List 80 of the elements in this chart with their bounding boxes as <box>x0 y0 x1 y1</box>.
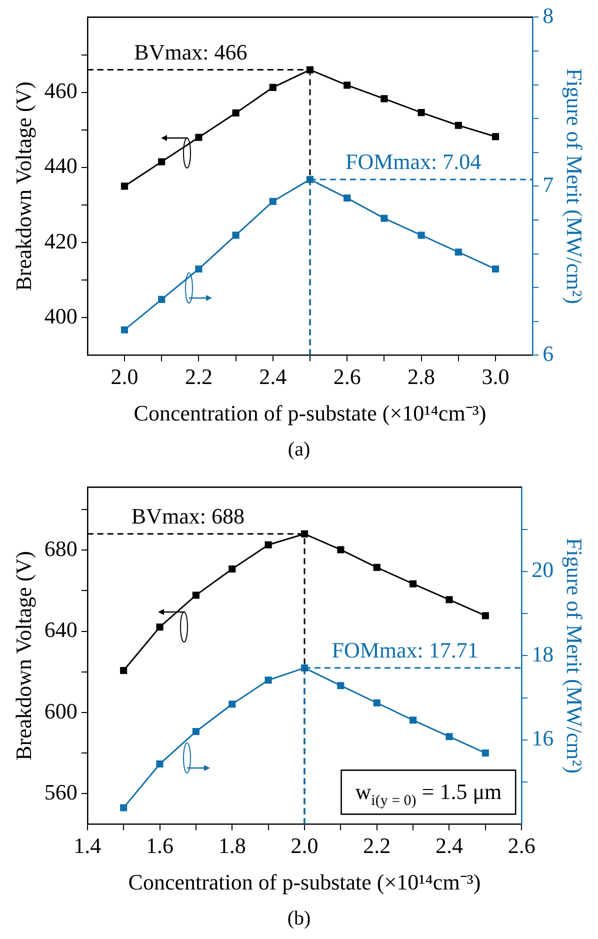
text: (a) <box>288 438 310 460</box>
point <box>373 699 380 706</box>
point <box>454 248 462 256</box>
x-axis-title: Concentration of p-substate (×10¹⁴cm⁻³) <box>134 400 486 426</box>
x-tick-label: 1.8 <box>218 833 246 858</box>
point <box>300 530 308 538</box>
point <box>192 728 200 736</box>
y-tick-label: 680 <box>44 536 78 561</box>
y2-axis-title: Figure of Merit (MW/cm²) <box>562 68 588 304</box>
y-tick-label: 600 <box>44 698 78 724</box>
point <box>380 214 388 222</box>
y2-tick-label: 8 <box>542 2 554 28</box>
y2-tick-label: 6 <box>542 340 554 366</box>
point <box>454 122 462 129</box>
x-tick-label: 2.6 <box>333 364 361 390</box>
y-tick-label: 420 <box>44 228 78 254</box>
point <box>195 134 202 141</box>
y-axis-title: Breakdown Voltage (V) <box>10 82 36 291</box>
point <box>158 296 166 303</box>
y2-tick-label: 7 <box>542 172 554 197</box>
y2-axis-title: Figure of Merit (MW/cm²) <box>562 538 588 774</box>
point <box>269 84 276 91</box>
point <box>120 804 128 812</box>
point <box>120 326 128 334</box>
y-tick-label: 440 <box>44 153 78 178</box>
point <box>418 232 425 239</box>
x-tick-label: 2.0 <box>290 833 318 858</box>
point <box>228 700 236 708</box>
point <box>482 612 489 620</box>
point <box>373 564 380 571</box>
point <box>228 565 236 573</box>
point <box>446 733 453 740</box>
y-tick-label: 460 <box>44 78 78 104</box>
y2-tick-label: 16 <box>532 726 554 751</box>
point <box>120 666 128 674</box>
x-tick-label: 3.0 <box>482 364 510 390</box>
y-tick-label: 640 <box>44 617 78 642</box>
point <box>337 682 344 690</box>
x-tick-label: 1.4 <box>74 833 102 858</box>
point <box>156 624 164 631</box>
y2-tick-label: 18 <box>532 641 554 666</box>
point <box>344 194 351 202</box>
point <box>264 676 272 684</box>
point <box>192 592 200 599</box>
point <box>410 580 417 588</box>
point <box>410 716 417 724</box>
point <box>232 109 240 116</box>
x-axis-title: Concentration of p-substate (×10¹⁴cm⁻³) <box>128 870 481 895</box>
x-tick-label: 2.2 <box>363 833 391 858</box>
point <box>337 546 344 554</box>
x-tick-label: 2.4 <box>259 364 287 390</box>
point <box>264 541 272 548</box>
point <box>269 198 276 205</box>
x-tick-label: 2.2 <box>184 364 212 390</box>
point <box>195 265 202 273</box>
point <box>344 82 351 89</box>
x-tick-label: 1.6 <box>146 833 174 858</box>
y-tick-label: 400 <box>44 303 78 328</box>
x-tick-label: 2.0 <box>110 364 138 390</box>
point <box>492 265 500 273</box>
y-axis-title: Breakdown Voltage (V) <box>10 551 36 760</box>
y2-tick-label: 20 <box>532 557 554 582</box>
point <box>232 232 240 239</box>
point <box>156 760 164 768</box>
ref-line-label: BVmax: 466 <box>134 40 248 65</box>
ref-line-label: FOMmax: 17.71 <box>332 638 478 663</box>
point <box>158 158 166 166</box>
text: (b) <box>287 907 311 930</box>
x-tick-label: 2.8 <box>408 364 436 390</box>
ref-line-label: BVmax: 688 <box>131 504 244 529</box>
y-tick-label: 560 <box>44 780 78 805</box>
point <box>492 133 500 140</box>
point <box>482 749 489 757</box>
point <box>120 182 128 190</box>
point <box>446 596 453 604</box>
ref-line-label: FOMmax: 7.04 <box>345 149 482 174</box>
point <box>418 109 425 116</box>
x-tick-label: 2.4 <box>435 833 463 858</box>
x-tick-label: 2.6 <box>508 833 536 858</box>
point <box>380 95 388 102</box>
